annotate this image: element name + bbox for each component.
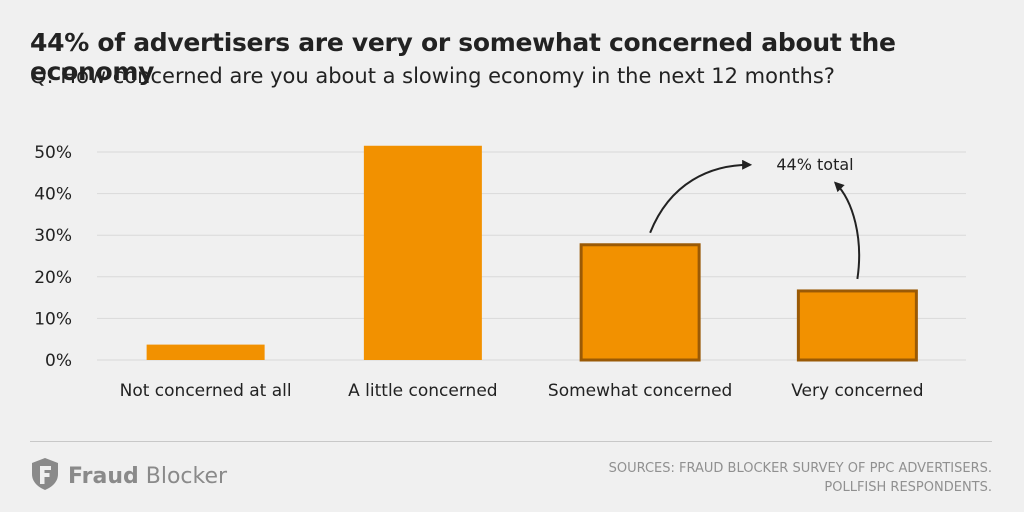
- bar-chart: 0% 10% 20% 30% 40% 50% Not concerned at all A …: [34, 143, 966, 401]
- brand-name-regular: Blocker: [145, 463, 228, 489]
- y-tick-label: 10%: [34, 309, 72, 329]
- y-tick-label: 20%: [34, 268, 72, 288]
- footer-divider: [30, 441, 992, 442]
- brand-logo: Fraud Blocker: [30, 457, 227, 496]
- chart-title: 44% of advertisers are very or somewhat …: [30, 28, 896, 86]
- annotation-label: 44% total: [776, 155, 853, 174]
- y-tick-label: 30%: [34, 226, 72, 246]
- x-tick-label: Very concerned: [791, 381, 923, 401]
- x-tick-labels: Not concerned at all A little concerned So…: [120, 381, 924, 401]
- bars: [146, 145, 918, 362]
- x-tick-label: Somewhat concerned: [548, 381, 732, 401]
- y-tick-labels: 0% 10% 20% 30% 40% 50%: [34, 143, 72, 371]
- shield-f-icon: [30, 457, 60, 496]
- sources-line-2: POLLFISH RESPONDENTS.: [824, 480, 992, 495]
- brand-name: Fraud Blocker: [68, 464, 227, 489]
- annotation-arrow-very: [833, 181, 861, 280]
- sources-note: SOURCES: FRAUD BLOCKER SURVEY OF PPC ADV…: [609, 459, 992, 497]
- bar-not-concerned-at-all: [146, 344, 265, 360]
- annotation-arrow-somewhat: [649, 159, 753, 234]
- bar-very-concerned: [796, 289, 918, 362]
- sources-line-1: SOURCES: FRAUD BLOCKER SURVEY OF PPC ADV…: [608, 461, 992, 476]
- bar-a-little-concerned: [363, 145, 482, 360]
- chart-subtitle: Q: How concerned are you about a slowing…: [30, 64, 835, 88]
- bar-somewhat-concerned: [579, 243, 701, 362]
- y-tick-label: 40%: [34, 185, 72, 205]
- x-tick-label: A little concerned: [348, 381, 497, 401]
- brand-name-bold: Fraud: [68, 463, 139, 489]
- x-tick-label: Not concerned at all: [120, 381, 292, 401]
- y-tick-label: 50%: [34, 143, 72, 163]
- y-tick-label: 0%: [45, 351, 72, 371]
- annotation-group: 44% total: [649, 155, 861, 280]
